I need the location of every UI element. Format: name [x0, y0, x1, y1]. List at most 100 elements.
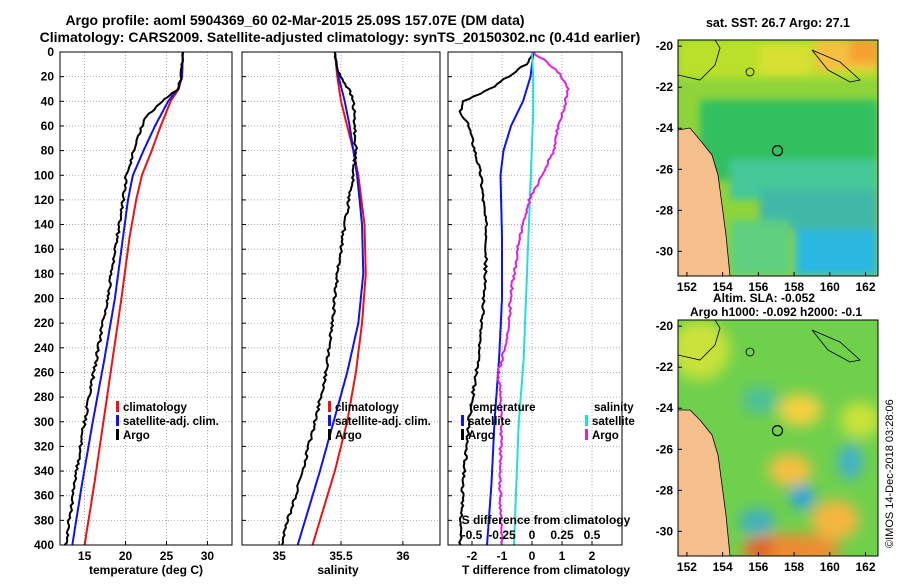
x-tick-label: 15: [78, 549, 92, 563]
x-tick-label: 35.5: [329, 549, 353, 563]
map-y-tick-label: -28: [656, 203, 674, 217]
depth-tick-label: 400: [34, 538, 54, 552]
credit-stamp: ©IMOS 14-Dec-2018 03:28:06: [884, 399, 896, 548]
map-x-tick-label: 156: [748, 280, 768, 294]
australia-coast: [678, 127, 731, 276]
temperature-plot-frame: [59, 51, 233, 546]
legend-swatch-argo: [328, 429, 331, 440]
series-line-salinity-argo: [496, 52, 570, 545]
x-tick-label: 35: [272, 549, 286, 563]
s-tick-label: -0.5: [462, 528, 483, 542]
x-tick-label: -1: [497, 549, 508, 563]
depth-tick-label: 0: [47, 45, 54, 59]
legend-swatch-climatology: [116, 401, 119, 412]
difference-legend: temperature satellite Argo salinity sate…: [461, 402, 635, 442]
x-tick-label: 25: [160, 549, 174, 563]
x-tick-label: 2: [589, 549, 596, 563]
map-y-tick-label: -22: [656, 360, 674, 374]
temperature-axis-label: temperature (deg C): [89, 563, 203, 577]
figure-title-line1: Argo profile: aoml 5904369_60 02-Mar-201…: [65, 12, 524, 28]
depth-tick-label: 320: [34, 439, 54, 453]
salinity-grid: [242, 51, 440, 546]
legend-title-salinity: salinity: [594, 402, 634, 414]
series-line-satellite-adj-clim-: [71, 52, 184, 545]
sla-field: [678, 320, 878, 556]
figure-title-line2: Climatology: CARS2009. Satellite-adjuste…: [40, 29, 641, 45]
coastline: [678, 40, 721, 81]
sst-map-frame: [677, 39, 879, 277]
map-y-tick-label: -30: [656, 244, 674, 258]
depth-tick-label: 120: [34, 193, 54, 207]
series-line-climatology: [311, 52, 367, 545]
map-x-tick-label: 152: [677, 560, 697, 574]
legend-label-t-satellite: satellite: [468, 416, 511, 428]
depth-tick-label: 360: [34, 489, 54, 503]
depth-tick-label: 160: [34, 242, 54, 256]
s-tick-label: 0.5: [584, 528, 601, 542]
depth-tick-label: 260: [34, 365, 54, 379]
temperature-lines: [63, 52, 185, 545]
sla-map-frame: [677, 319, 879, 557]
depth-tick-label: 180: [34, 267, 54, 281]
legend-swatch-satellite: [328, 415, 331, 426]
sst-map: sat. SST: 26.7 Argo: 27.1 152 154 156 158 16…: [656, 16, 879, 294]
difference-lines: [458, 52, 570, 545]
depth-tick-label: 300: [34, 415, 54, 429]
new-caledonia: [811, 329, 861, 363]
island: [745, 67, 755, 77]
map-x-tick-label: 156: [748, 560, 768, 574]
depth-tick-label: 40: [41, 94, 55, 108]
map-y-tick-label: -20: [656, 319, 674, 333]
map-x-tick-label: 160: [820, 280, 840, 294]
map-x-tick-label: 162: [855, 560, 875, 574]
x-tick-label: 30: [201, 549, 215, 563]
series-line-temperature-satellite: [486, 52, 535, 545]
depth-tick-label: 280: [34, 390, 54, 404]
legend-swatch-argo: [116, 429, 119, 440]
map-y-tick-label: -24: [656, 401, 674, 415]
argo-float-marker: [771, 425, 784, 437]
map-y-tick-label: -20: [656, 39, 674, 53]
depth-tick-label: 140: [34, 218, 54, 232]
depth-tick-label: 240: [34, 341, 54, 355]
australia-coast: [678, 409, 731, 556]
map-x-tick-label: 158: [784, 560, 804, 574]
salinity-plot-frame: [241, 51, 441, 546]
legend-swatch-satellite: [116, 415, 119, 426]
difference-grid: [448, 51, 622, 546]
map-x-tick-label: 152: [677, 280, 697, 294]
temperature-legend: climatology satellite-adj. clim. Argo: [116, 401, 219, 442]
sla-map-title-line1: Altim. SLA: -0.052: [713, 291, 815, 305]
depth-tick-label: 60: [41, 119, 55, 133]
map-y-tick-label: -30: [656, 524, 674, 538]
legend-swatch-t-satellite: [461, 415, 464, 426]
s-tick-label: 0: [529, 528, 536, 542]
difference-x-ticks: -2 -1 0 1 2: [467, 549, 596, 563]
x-tick-label: 36: [396, 549, 410, 563]
legend-label-climatology: climatology: [335, 402, 400, 414]
s-difference-axis-label: S difference from climatology: [462, 513, 631, 527]
sst-map-ticks: 152 154 156 158 160 162 -20 -22 -24 -26 -28 -30: [656, 39, 876, 294]
island: [745, 347, 755, 357]
legend-title-temperature: temperature: [469, 402, 535, 414]
sst-map-title: sat. SST: 26.7 Argo: 27.1: [706, 16, 850, 30]
legend-label-satellite: satellite-adj. clim.: [123, 416, 219, 428]
temperature-panel: 15 20 25 30 temperature (deg C) climatology…: [59, 51, 233, 577]
salinity-axis-label: salinity: [317, 563, 359, 577]
map-x-tick-label: 154: [713, 280, 733, 294]
legend-swatch-s-argo: [585, 429, 588, 440]
depth-tick-label: 100: [34, 168, 54, 182]
depth-tick-label: 380: [34, 513, 54, 527]
new-caledonia: [811, 49, 861, 83]
salinity-panel: 35 35.5 36 salinity climatology satellite-…: [241, 51, 441, 577]
t-difference-axis-label: T difference from climatology: [462, 563, 630, 577]
temperature-x-ticks: 15 20 25 30: [78, 549, 215, 563]
legend-label-argo: Argo: [335, 430, 362, 442]
series-line-salinity-satellite: [513, 52, 535, 545]
depth-tick-label: 340: [34, 464, 54, 478]
series-line-climatology: [83, 52, 184, 545]
legend-label-climatology: climatology: [123, 402, 188, 414]
map-y-tick-label: -28: [656, 483, 674, 497]
depth-tick-label: 20: [41, 70, 55, 84]
x-tick-label: -2: [467, 549, 478, 563]
